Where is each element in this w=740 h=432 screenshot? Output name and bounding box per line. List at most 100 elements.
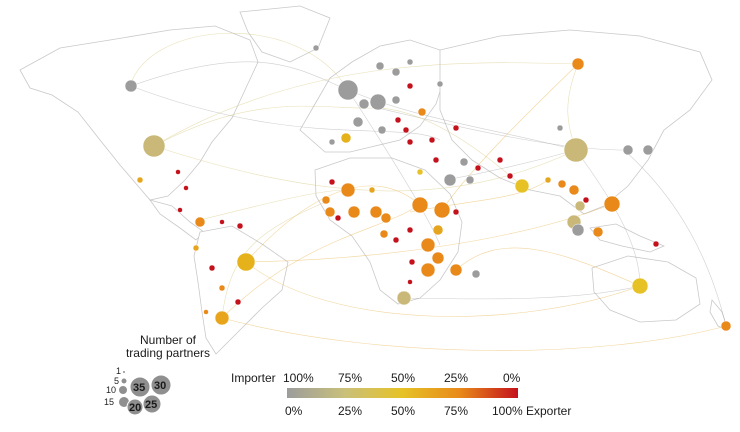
node-caribbean-2[interactable]	[183, 185, 189, 191]
node-tunisia[interactable]	[368, 186, 376, 194]
node-angola[interactable]	[408, 258, 416, 266]
node-namibia[interactable]	[407, 279, 413, 285]
node-ethiopia[interactable]	[433, 201, 451, 219]
bubble-label-35: 35	[133, 382, 145, 394]
node-uk[interactable]	[337, 79, 359, 101]
bubble-35	[129, 376, 151, 398]
node-mexico[interactable]	[136, 176, 144, 184]
node-germany[interactable]	[369, 93, 387, 111]
node-iceland[interactable]	[312, 44, 320, 52]
node-chad[interactable]	[380, 212, 392, 224]
node-venezuela[interactable]	[219, 219, 225, 225]
node-caucasus[interactable]	[452, 124, 460, 132]
node-myanmar[interactable]	[557, 179, 567, 189]
node-drc[interactable]	[420, 237, 436, 253]
node-guinea[interactable]	[334, 214, 342, 222]
node-balkans-1[interactable]	[394, 116, 402, 124]
node-usa[interactable]	[142, 134, 166, 158]
node-colombia[interactable]	[194, 216, 206, 228]
exporter-tick-0: 0%	[285, 404, 303, 418]
node-mongolia[interactable]	[556, 124, 564, 132]
node-argentina[interactable]	[214, 310, 230, 326]
node-paraguay[interactable]	[234, 298, 242, 306]
node-italy[interactable]	[377, 125, 387, 135]
country-nodes	[124, 44, 732, 332]
node-saudi-arabia[interactable]	[443, 173, 457, 187]
node-gulf[interactable]	[465, 175, 475, 185]
node-somalia[interactable]	[452, 208, 460, 216]
node-iran[interactable]	[474, 164, 482, 172]
node-tanzania[interactable]	[431, 251, 445, 265]
node-central-america[interactable]	[177, 207, 183, 213]
node-niger[interactable]	[369, 205, 383, 219]
node-middle-east-1[interactable]	[432, 156, 440, 164]
exporter-tick-100: 100%	[492, 404, 523, 418]
bubble-10	[118, 385, 128, 395]
node-kenya[interactable]	[432, 224, 444, 236]
node-alaska[interactable]	[124, 79, 138, 93]
node-egypt[interactable]	[416, 168, 424, 176]
node-peru[interactable]	[208, 264, 216, 272]
node-bolivia[interactable]	[218, 284, 226, 292]
importer-tick-0: 0%	[503, 371, 521, 385]
node-sweden[interactable]	[391, 67, 401, 77]
node-zambia[interactable]	[420, 262, 436, 278]
node-morocco[interactable]	[328, 178, 336, 186]
importer-label: Importer	[231, 371, 276, 385]
node-france[interactable]	[352, 116, 364, 128]
node-new-zealand[interactable]	[720, 320, 732, 332]
node-russia-east[interactable]	[571, 57, 585, 71]
node-nigeria[interactable]	[379, 229, 389, 239]
node-ukraine[interactable]	[417, 107, 427, 117]
node-madagascar[interactable]	[471, 269, 481, 279]
node-philippines[interactable]	[603, 195, 621, 213]
node-mali[interactable]	[347, 205, 361, 219]
bubble-30	[150, 374, 172, 396]
landmasses	[19, 5, 729, 355]
node-spain[interactable]	[340, 132, 352, 144]
node-laos[interactable]	[574, 200, 586, 212]
node-central-asia[interactable]	[496, 156, 504, 164]
node-thailand[interactable]	[568, 184, 580, 196]
node-caribbean-1[interactable]	[175, 169, 181, 175]
node-south-africa[interactable]	[396, 290, 412, 306]
node-singapore[interactable]	[571, 223, 585, 237]
size-legend-title-line2: trading partners	[125, 346, 211, 360]
bubble-label-1: 1	[116, 366, 121, 376]
node-turkey[interactable]	[428, 136, 436, 144]
node-ecuador[interactable]	[192, 244, 200, 252]
node-portugal[interactable]	[328, 138, 336, 146]
node-korea[interactable]	[622, 144, 634, 156]
node-mauritania[interactable]	[321, 195, 331, 205]
node-mozambique[interactable]	[449, 263, 463, 277]
node-greece[interactable]	[406, 138, 414, 146]
node-guyana[interactable]	[236, 222, 244, 230]
bubble-label-5: 5	[114, 376, 119, 386]
node-algeria[interactable]	[340, 182, 356, 198]
node-cameroon[interactable]	[392, 236, 400, 244]
node-papua[interactable]	[652, 240, 660, 248]
node-balkans-2[interactable]	[402, 126, 410, 134]
node-poland[interactable]	[391, 95, 401, 105]
node-bangladesh[interactable]	[544, 176, 552, 184]
node-sudan[interactable]	[411, 196, 429, 214]
node-japan[interactable]	[642, 144, 654, 156]
node-indonesia[interactable]	[592, 226, 604, 238]
node-india[interactable]	[514, 178, 530, 194]
node-finland[interactable]	[406, 58, 414, 66]
node-iraq[interactable]	[459, 157, 469, 167]
node-brazil[interactable]	[236, 252, 256, 272]
node-netherlands[interactable]	[358, 98, 370, 110]
node-australia[interactable]	[631, 277, 649, 295]
node-russia[interactable]	[436, 80, 444, 88]
node-china[interactable]	[563, 137, 589, 163]
node-baltic[interactable]	[406, 82, 414, 90]
node-pakistan[interactable]	[506, 172, 514, 180]
greenland	[239, 5, 331, 63]
node-car[interactable]	[406, 226, 414, 234]
node-vietnam[interactable]	[582, 196, 590, 204]
node-chile[interactable]	[203, 309, 209, 315]
node-norway[interactable]	[375, 61, 385, 71]
node-senegal[interactable]	[324, 206, 336, 218]
